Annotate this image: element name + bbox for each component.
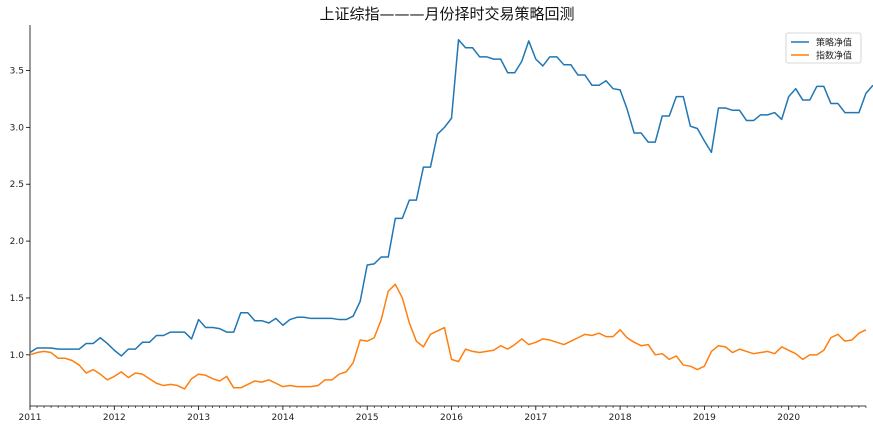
x-tick-label: 2012 xyxy=(103,413,126,423)
y-axis-ticks: 1.0 1.5 2.0 2.5 3.0 3.5 xyxy=(10,66,30,361)
series-lines xyxy=(29,39,873,390)
series-line-2 xyxy=(29,283,867,390)
x-axis-ticks: 2011 2012 2013 2014 2015 2016 2017 2018 2019 2020 xyxy=(19,406,867,423)
y-tick-label: 3.0 xyxy=(10,123,25,133)
x-tick-label: 2013 xyxy=(187,413,210,423)
series-line-1 xyxy=(29,39,873,357)
x-tick-label: 2019 xyxy=(693,413,716,423)
y-tick-label: 1.0 xyxy=(10,351,25,361)
x-tick-label: 2017 xyxy=(524,413,547,423)
x-tick-label: 2018 xyxy=(609,413,632,423)
legend-label-2: 指数净值 xyxy=(816,50,852,62)
chart-title: 上证综指———月份择时交易策略回测 xyxy=(319,5,574,23)
x-tick-label: 2014 xyxy=(271,413,294,423)
x-tick-label: 2016 xyxy=(440,413,463,423)
x-tick-label: 2011 xyxy=(19,413,42,423)
y-tick-label: 3.5 xyxy=(10,66,24,76)
y-tick-label: 2.0 xyxy=(10,237,25,247)
x-tick-label: 2020 xyxy=(777,413,800,423)
x-tick-label: 2015 xyxy=(356,413,379,423)
axes xyxy=(29,25,866,407)
legend-label-1: 策略净值 xyxy=(816,37,852,49)
y-tick-label: 1.5 xyxy=(10,294,24,304)
y-tick-label: 2.5 xyxy=(10,180,24,190)
